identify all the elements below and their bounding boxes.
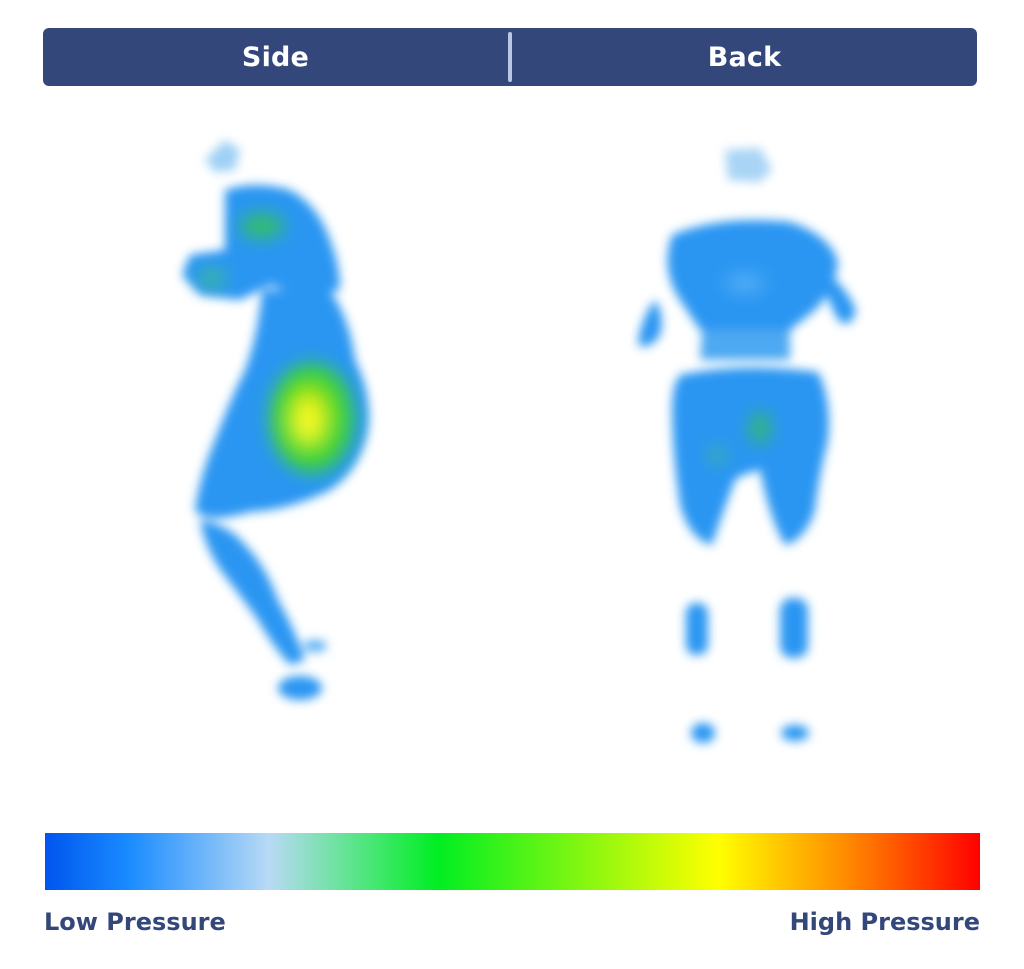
pressure-map-svg bbox=[182, 140, 856, 743]
side-view-tab[interactable]: Side bbox=[241, 41, 310, 73]
pressure-map-area bbox=[0, 100, 1024, 820]
scale-gradient bbox=[45, 833, 980, 890]
view-toggle-bar: Side Back bbox=[43, 28, 977, 86]
back-view-tab[interactable]: Back bbox=[707, 41, 782, 73]
side-peak-zone bbox=[287, 386, 331, 450]
low-pressure-label: Low Pressure bbox=[44, 908, 226, 936]
tab-divider bbox=[508, 32, 512, 82]
pressure-color-scale bbox=[45, 833, 980, 890]
high-pressure-label: High Pressure bbox=[789, 908, 980, 936]
side-pressure-map bbox=[182, 140, 369, 700]
back-body-shape bbox=[638, 148, 856, 743]
back-pressure-map bbox=[638, 148, 856, 743]
back-warm-zone bbox=[709, 275, 770, 463]
